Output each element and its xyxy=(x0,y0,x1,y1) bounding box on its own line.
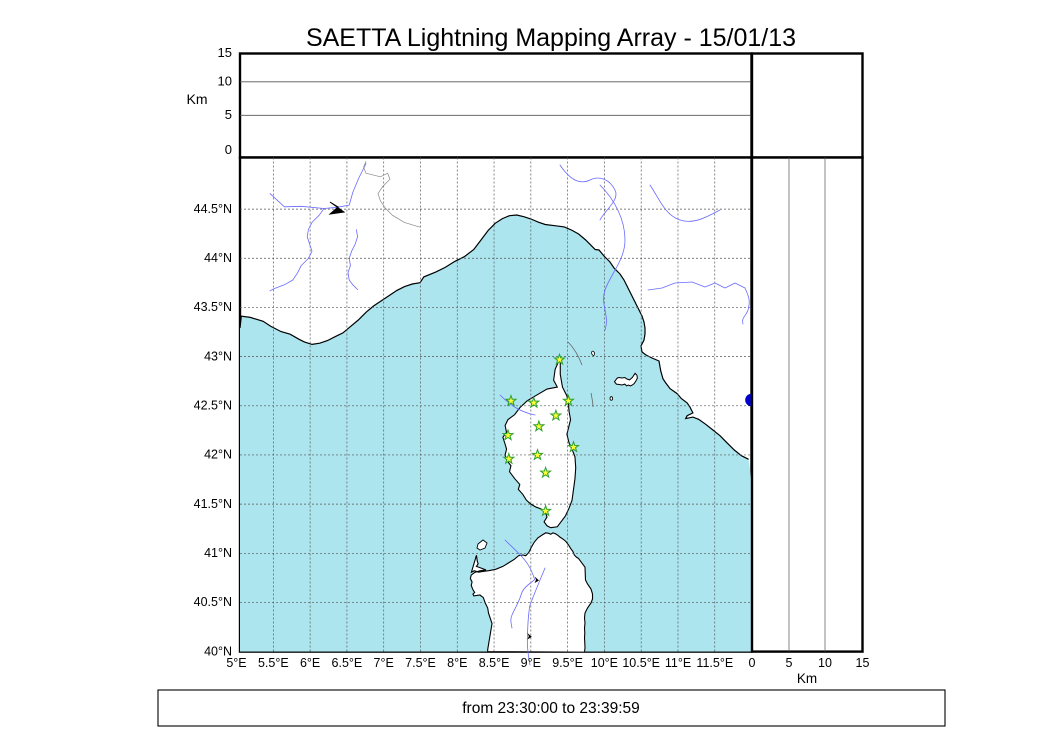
svg-text:10: 10 xyxy=(218,74,232,89)
svg-text:6.5°E: 6.5°E xyxy=(332,656,363,670)
svg-text:44.5°N: 44.5°N xyxy=(194,202,232,216)
svg-text:8°E: 8°E xyxy=(447,656,467,670)
svg-text:10: 10 xyxy=(818,656,832,670)
svg-text:11°E: 11°E xyxy=(665,656,691,670)
svg-text:42°N: 42°N xyxy=(204,448,232,462)
svg-text:41.5°N: 41.5°N xyxy=(194,497,232,511)
svg-text:9.5°E: 9.5°E xyxy=(552,656,583,670)
svg-text:from 23:30:00 to 23:39:59: from 23:30:00 to 23:39:59 xyxy=(462,700,640,717)
svg-text:7.5°E: 7.5°E xyxy=(405,656,436,670)
svg-text:10°E: 10°E xyxy=(591,656,618,670)
svg-text:43.5°N: 43.5°N xyxy=(194,300,232,314)
svg-text:40.5°N: 40.5°N xyxy=(194,595,232,609)
svg-text:5: 5 xyxy=(786,656,793,670)
svg-text:15: 15 xyxy=(856,656,870,670)
svg-text:9°E: 9°E xyxy=(521,656,541,670)
svg-text:Km: Km xyxy=(797,671,817,686)
svg-text:5°E: 5°E xyxy=(226,656,246,670)
svg-text:0: 0 xyxy=(749,656,756,670)
svg-text:7°E: 7°E xyxy=(374,656,394,670)
svg-text:SAETTA Lightning Mapping Array: SAETTA Lightning Mapping Array - 15/01/1… xyxy=(306,24,796,52)
svg-text:11.5°E: 11.5°E xyxy=(696,656,733,670)
svg-text:43°N: 43°N xyxy=(204,350,232,364)
svg-text:0: 0 xyxy=(225,142,232,157)
svg-text:15: 15 xyxy=(218,45,232,60)
svg-text:Km: Km xyxy=(187,91,208,107)
svg-text:5: 5 xyxy=(225,107,232,122)
svg-text:8.5°E: 8.5°E xyxy=(479,656,510,670)
svg-text:10.5°E: 10.5°E xyxy=(622,656,660,670)
svg-text:44°N: 44°N xyxy=(204,251,232,265)
svg-text:42.5°N: 42.5°N xyxy=(194,399,232,413)
svg-text:41°N: 41°N xyxy=(204,546,232,560)
svg-text:5.5°E: 5.5°E xyxy=(258,656,289,670)
svg-text:6°E: 6°E xyxy=(300,656,320,670)
